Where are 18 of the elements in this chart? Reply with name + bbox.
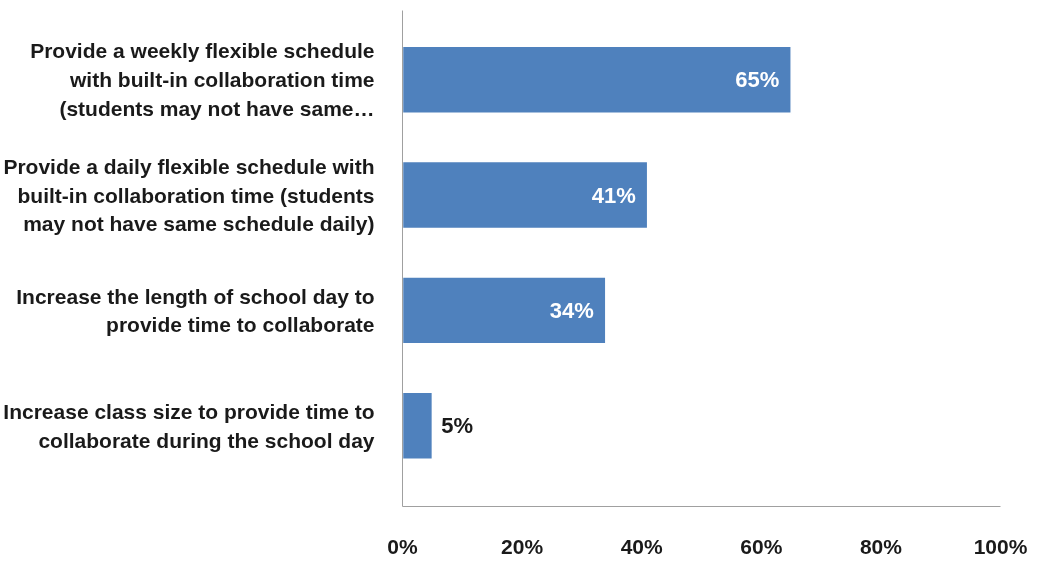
bar — [402, 391, 434, 460]
y-tick-label: Increase class size to provide time to collaborate during the school day — [3, 399, 375, 452]
x-tick-label: 80% — [859, 534, 903, 558]
data-label: 41% — [591, 182, 636, 208]
bar — [402, 160, 649, 230]
data-label: 34% — [549, 297, 594, 323]
x-tick-label: 100% — [973, 534, 1028, 558]
y-tick-label: Provide a daily flexible schedule with built-in collaboration time (students may not have same schedule daily) — [3, 154, 375, 236]
x-tick-label: 40% — [620, 534, 664, 558]
x-tick-label: 20% — [501, 534, 544, 558]
bar — [402, 276, 607, 345]
y-tick-label: Increase the length of school day to provide time to collaborate — [16, 284, 375, 337]
x-tick-label: 0% — [387, 534, 418, 558]
x-tick-label: 60% — [740, 534, 783, 558]
bar — [402, 45, 792, 114]
data-label: 65% — [735, 67, 780, 93]
data-label: 5% — [441, 413, 474, 439]
y-tick-label: Provide a weekly flexible schedule with built-in collaboration time (students may not have same… — [30, 39, 375, 120]
